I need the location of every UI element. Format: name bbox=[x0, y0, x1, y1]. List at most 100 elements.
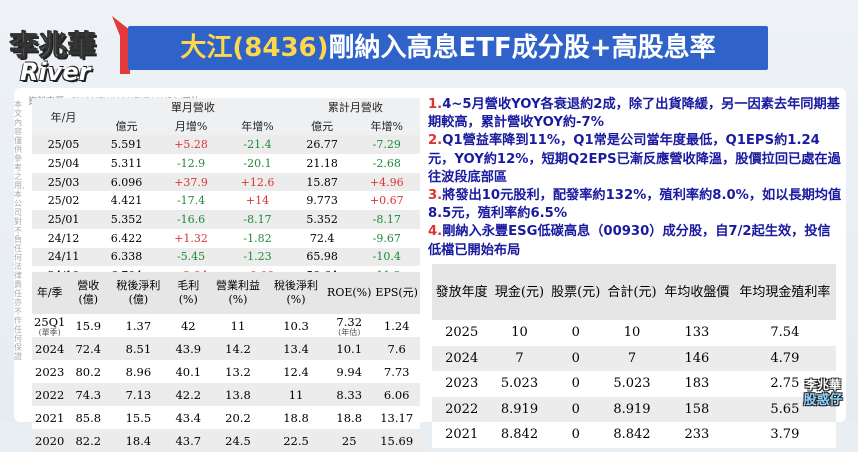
table-cell: 1.24 bbox=[373, 314, 420, 337]
table-cell: 18.4 bbox=[109, 429, 168, 452]
col-header: 合計(元) bbox=[603, 264, 661, 320]
table-cell: 40.1 bbox=[167, 360, 209, 383]
table-cell: 2024 bbox=[432, 345, 492, 371]
table-row: 24/11 6.338 -5.45 -1.23 65.98 -10.4 bbox=[32, 247, 420, 267]
table-cell: 7.73 bbox=[373, 360, 420, 383]
col-header: 現金(元) bbox=[491, 264, 548, 320]
note-text: Q1營益率降到11%，Q1常是公司當年度最低，Q1EPS約1.24元，YOY約1… bbox=[428, 133, 841, 185]
table-cell: 9.773 bbox=[290, 191, 354, 211]
table-cell: 6.06 bbox=[373, 383, 420, 406]
table-cell: 11 bbox=[208, 314, 267, 337]
table-cell: -20.1 bbox=[224, 154, 291, 173]
table-cell: 8.919 bbox=[603, 396, 661, 422]
table-cell: 8.33 bbox=[325, 383, 374, 406]
period-label: 2021 bbox=[35, 410, 65, 425]
table-cell: 3.79 bbox=[733, 422, 836, 448]
note-text: 4~5月營收YOY各衰退約2成，除了出貨降緩，另一因素去年同期基期較高，累計營收… bbox=[428, 97, 840, 131]
table-cell: 6.422 bbox=[95, 228, 158, 248]
table-cell: 5.65 bbox=[733, 396, 836, 422]
col-subheader: 年增% bbox=[224, 116, 291, 136]
table-cell: 8.919 bbox=[491, 396, 548, 422]
table-cell: 15.5 bbox=[109, 406, 168, 429]
table-row: 2023 5.023 0 5.023 183 2.75 bbox=[432, 371, 836, 397]
disclaimer-note: 本文內容僅供參考之用,本公司對不負任何法律責任亦不作任何保證 bbox=[14, 100, 25, 361]
table-cell: +12.6 bbox=[224, 172, 291, 192]
table-cell: 5.023 bbox=[603, 371, 661, 397]
table-cell: -7.29 bbox=[353, 135, 420, 155]
period-label: 2024 bbox=[35, 341, 65, 356]
table-cell: 2023 bbox=[432, 371, 492, 397]
table-cell: 15.87 bbox=[290, 172, 354, 192]
table-cell: 7.32 (年估) bbox=[325, 314, 374, 337]
table-cell: 5.591 bbox=[95, 135, 158, 155]
table-header-row: 年/季 營收(億) 稅後淨利(億) 毛利(%) 營業利益(%) 稅後淨利(%) … bbox=[32, 272, 420, 314]
table-cell: +5.28 bbox=[157, 135, 225, 155]
table-cell: 8.842 bbox=[491, 422, 548, 448]
table-cell: 25 bbox=[325, 429, 374, 452]
col-header: 稅後淨利(%) bbox=[266, 272, 326, 314]
corner-logo: 李兆華 股惑仔 bbox=[792, 378, 854, 418]
col-subheader: 億元 bbox=[290, 116, 354, 136]
table-cell: 14.2 bbox=[208, 337, 267, 360]
note-number: 2. bbox=[428, 133, 443, 149]
table-cell: 133 bbox=[660, 320, 734, 346]
table-cell: 5.023 bbox=[491, 371, 548, 397]
table-cell: 2023 bbox=[32, 360, 68, 383]
table-cell: 6.338 bbox=[95, 247, 158, 267]
table-cell: 80.2 bbox=[67, 360, 110, 383]
note-text: 剛納入永豐ESG低碳高息（00930）成分股，自7/2起生效，投信低檔已開始布局 bbox=[428, 224, 831, 258]
table-cell: 15.69 bbox=[373, 429, 420, 452]
period-label: 2020 bbox=[35, 433, 65, 448]
table-cell: 72.4 bbox=[67, 337, 110, 360]
table-cell: 22.5 bbox=[266, 429, 326, 452]
col-header: 年/季 bbox=[32, 272, 68, 314]
table-cell: 25/01 bbox=[32, 210, 96, 229]
table-cell: 4.79 bbox=[733, 345, 836, 371]
note-number: 4. bbox=[428, 224, 443, 240]
table-cell: -16.6 bbox=[157, 210, 225, 229]
table-cell: 233 bbox=[660, 422, 734, 448]
table-cell: 10.1 bbox=[325, 337, 374, 360]
annual-financials-table: 年/季 營收(億) 稅後淨利(億) 毛利(%) 營業利益(%) 稅後淨利(%) … bbox=[32, 272, 420, 452]
table-cell: 20.2 bbox=[208, 406, 267, 429]
logo-english-name: River bbox=[20, 58, 91, 86]
table-row: 24/12 6.422 +1.32 -1.82 72.4 -9.67 bbox=[32, 228, 420, 248]
title-banner: 大江(8436)剛納入高息ETF成分股+高股息率 bbox=[110, 14, 770, 76]
table-cell: -12.9 bbox=[157, 154, 225, 173]
table-cell: 15.9 bbox=[67, 314, 110, 337]
table-row: 25/01 5.352 -16.6 -8.17 5.352 -8.17 bbox=[32, 210, 420, 229]
table-row: 2024 7 0 7 146 4.79 bbox=[432, 345, 836, 371]
table-cell: 7.54 bbox=[733, 320, 836, 346]
table-header-row: 發放年度 現金(元) 股票(元) 合計(元) 年均收盤價 年均現金殖利率 bbox=[432, 264, 836, 320]
title-stock: 大江(8436) bbox=[180, 33, 329, 63]
col-header: 毛利(%) bbox=[167, 272, 209, 314]
note-number: 3. bbox=[428, 188, 443, 204]
table-cell: +14 bbox=[224, 191, 291, 211]
note-item: 4.剛納入永豐ESG低碳高息（00930）成分股，自7/2起生效，投信低檔已開始… bbox=[428, 223, 842, 259]
table-row: 25Q1 (單季) 15.9 1.37 42 11 10.3 7.32 (年估) 1.24 bbox=[32, 314, 420, 337]
table-cell: 82.2 bbox=[67, 429, 110, 452]
table-cell: 24.5 bbox=[208, 429, 267, 452]
table-cell: 7 bbox=[603, 345, 661, 371]
table-cell: 9.94 bbox=[325, 360, 374, 383]
table-cell: 85.8 bbox=[67, 406, 110, 429]
corner-logo-sub: 股惑仔 bbox=[803, 393, 843, 408]
table-cell: 65.98 bbox=[290, 247, 354, 267]
table-cell: 1.37 bbox=[109, 314, 168, 337]
col-header: 發放年度 bbox=[432, 264, 492, 320]
table-cell: 2022 bbox=[432, 396, 492, 422]
col-header: 累計月營收 bbox=[290, 98, 420, 117]
roe-value: 8.33 bbox=[336, 387, 363, 402]
roe-value: 25 bbox=[341, 433, 357, 448]
table-cell: -9.67 bbox=[353, 228, 420, 248]
table-row: 25/02 4.421 -17.4 +14 9.773 +0.67 bbox=[32, 191, 420, 211]
table-cell: 7.13 bbox=[109, 383, 168, 406]
table-cell: 43.4 bbox=[167, 406, 209, 429]
table-cell: 2020 bbox=[32, 429, 68, 452]
table-row: 25/04 5.311 -12.9 -20.1 21.18 -2.68 bbox=[32, 154, 420, 173]
table-cell: -5.45 bbox=[157, 247, 225, 267]
table-cell: 8.842 bbox=[603, 422, 661, 448]
table-cell: 5.352 bbox=[95, 210, 158, 229]
col-header: 股票(元) bbox=[547, 264, 604, 320]
table-cell: 10 bbox=[603, 320, 661, 346]
